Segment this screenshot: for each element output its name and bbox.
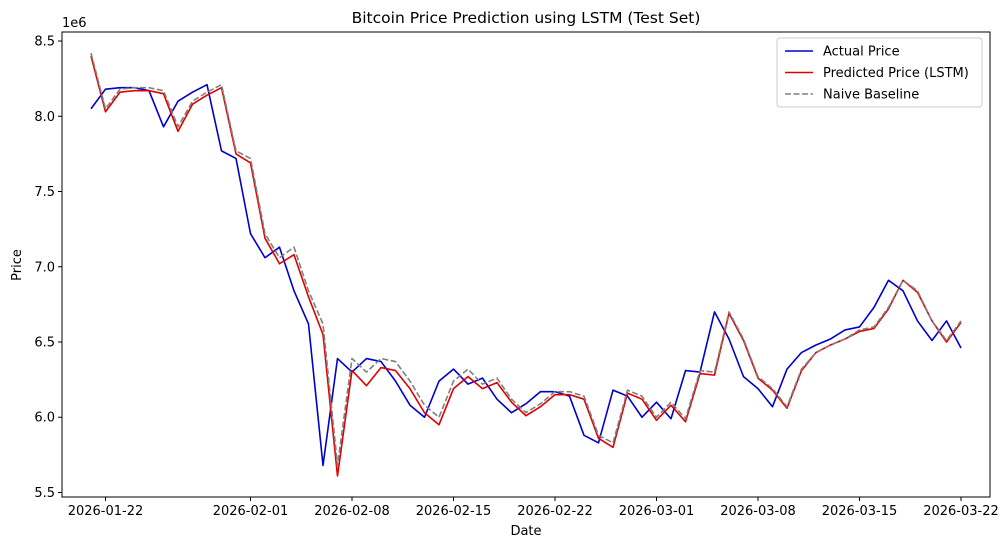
x-axis-ticks: 2026-01-22 2026-02-01 2026-02-08 2026-02-15… xyxy=(68,497,999,519)
y-offset-label: 1e6 xyxy=(62,16,87,31)
legend-label-2: Naive Baseline xyxy=(823,88,919,103)
y-tick-label: 7.5 xyxy=(34,185,55,200)
y-axis-label: Price xyxy=(10,249,25,281)
x-tick-label: 2026-03-15 xyxy=(822,504,898,519)
legend-label-1: Predicted Price (LSTM) xyxy=(823,66,969,81)
series-line-1 xyxy=(90,55,962,477)
x-tick-label: 2026-02-08 xyxy=(314,504,390,519)
legend: Actual Price Predicted Price (LSTM) Naive … xyxy=(776,37,983,108)
y-tick-label: 8.0 xyxy=(34,110,55,125)
y-tick-label: 6.0 xyxy=(34,411,55,426)
legend-label-0: Actual Price xyxy=(823,45,900,60)
x-tick-label: 2026-01-22 xyxy=(68,504,144,519)
x-tick-label: 2026-02-15 xyxy=(416,504,492,519)
series-line-2 xyxy=(90,52,962,467)
x-tick-label: 2026-03-22 xyxy=(923,504,999,519)
y-tick-label: 8.5 xyxy=(34,35,55,50)
series-lines xyxy=(90,52,962,477)
legend-box xyxy=(776,37,983,108)
y-tick-label: 5.5 xyxy=(34,486,55,501)
series-line-0 xyxy=(90,83,962,467)
axes-frame xyxy=(61,31,991,498)
axes xyxy=(61,31,991,498)
y-tick-label: 7.0 xyxy=(34,260,55,275)
x-tick-label: 2026-03-01 xyxy=(619,504,695,519)
x-tick-label: 2026-02-01 xyxy=(213,504,289,519)
x-tick-label: 2026-03-08 xyxy=(720,504,796,519)
x-tick-label: 2026-02-22 xyxy=(517,504,593,519)
chart-title: Bitcoin Price Prediction using LSTM (Tes… xyxy=(352,9,701,27)
y-axis-ticks: 5.5 6.0 6.5 7.0 7.5 8.0 8.5 xyxy=(34,35,62,501)
x-axis-label: Date xyxy=(510,524,541,539)
y-tick-label: 6.5 xyxy=(34,336,55,351)
